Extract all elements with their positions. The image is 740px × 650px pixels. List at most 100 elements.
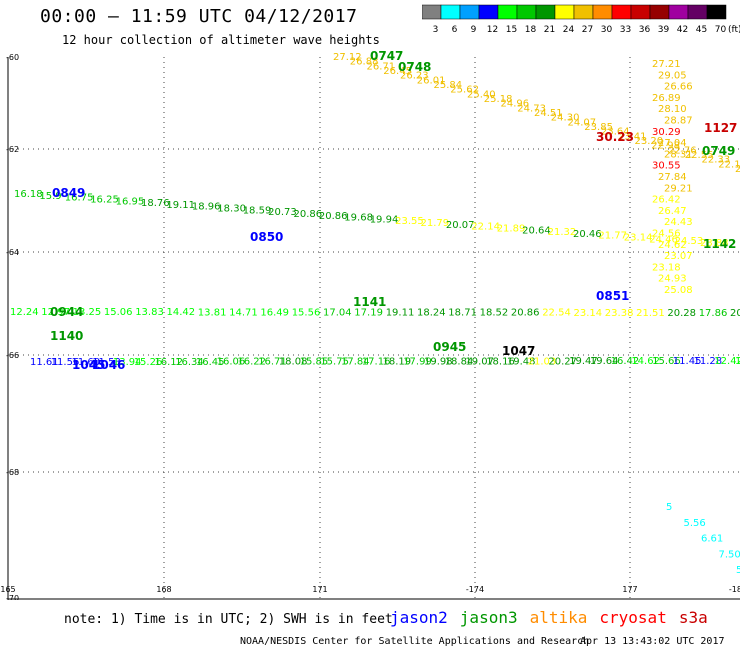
wave-height-value: 19.11 [166,200,195,211]
wave-height-value: 25.62 [450,85,479,96]
wave-height-value: 19.48 [507,356,536,367]
altimeter-tracks: 27.1226.8826.7126.4526.2326.0125.8425.62… [10,49,740,576]
wave-height-value: 22.55 [685,150,714,161]
wave-height-value: 16.18 [14,189,43,200]
wave-height-value: 20.28 [667,308,696,319]
wave-height-value: 28.10 [658,104,687,115]
wave-height-value: 18.96 [192,202,221,213]
wave-height-value: 14.71 [229,307,258,318]
pass-time-label: 1045 [72,358,105,372]
wave-height-value: 22.98 [651,141,680,152]
longitude-label: 177 [622,585,637,594]
pass-time-label: 0748 [398,60,431,74]
wave-height-value: 21.89 [735,164,740,175]
wave-height-value: 24.43 [664,217,693,228]
wave-height-value: 18.76 [141,198,170,209]
legend-label: 9 [471,25,477,35]
wave-height-value: 16.45 [196,357,225,368]
wave-height-value: 18.71 [448,308,477,319]
wave-height-value: 23.64 [601,127,630,138]
wave-height-value: 11.28 [694,356,723,367]
legend-label: 24 [563,25,575,35]
wave-height-value: 18.16 [486,356,515,367]
wave-height-value: 23.55 [395,216,424,227]
wave-height-value: 5 [666,502,672,513]
wave-height-value: 26.01 [417,75,446,86]
pass-time-label: 1140 [50,329,83,343]
wave-height-value: 20.64 [522,225,551,236]
wave-height-value: 15.9 [39,191,61,202]
wave-height-value: 23.85 [584,122,613,133]
wave-height-value: 24.56 [652,229,681,240]
wave-height-value: 30.55 [652,161,681,172]
wave-height-value: 14.42 [167,307,196,318]
wave-height-value: 25.08 [664,285,693,296]
legend-unit: (ft) [728,25,740,35]
legend-label: 27 [582,25,593,35]
wave-height-value: 17.86 [699,308,728,319]
wave-height-value: 17.16 [362,357,391,368]
wave-height-value: 19.68 [344,213,373,224]
latitude-label: -64 [6,248,19,257]
wave-height-value: 24.46 [649,234,678,245]
pass-time-label: 0944 [50,305,83,319]
wave-height-value: 12.28 [735,356,740,367]
wave-height-value: 26.23 [400,71,429,82]
legend-label: 70 [715,25,727,35]
longitude-label: 168 [156,585,171,594]
wave-height-value: 15.06 [104,307,133,318]
wave-height-value: 15.56 [292,307,321,318]
wave-height-value: 22.10 [718,159,740,170]
wave-height-value: 22.76 [668,145,697,156]
wave-height-value: 25.18 [484,94,513,105]
legend-label: 45 [696,25,707,35]
wave-height-value: 26.88 [350,57,379,68]
wave-height-value: 19.11 [386,308,415,319]
wave-height-value: 15.75 [320,357,349,368]
pass-time-label: 0945 [433,340,466,354]
wave-height-value: 28.87 [664,116,693,127]
mission-altika: altika [529,608,588,627]
wave-height-value: 18.52 [480,308,509,319]
wave-height-value: 23.38 [605,308,634,319]
wave-height-value: 15.85 [300,357,329,368]
wave-height-value: 26.71 [367,61,396,72]
wave-height-value: 13.94 [113,357,142,368]
longitude-label: -174 [466,585,484,594]
latitude-label: -66 [6,351,19,360]
mission-s3a: s3a [678,608,708,627]
wave-height-value: 25.84 [434,80,463,91]
map-grid [7,57,740,600]
latitude-label: -70 [6,594,19,600]
legend-swatch [706,4,727,20]
wave-height-value: 6.61 [701,534,723,545]
wave-height-value: 18.24 [417,308,446,319]
wave-height-value: 19.47 [569,356,598,367]
pass-time-label: 0849 [52,186,85,200]
wave-height-value: 12.24 [10,307,39,318]
legend-label: 18 [525,25,537,35]
wave-height-value: 14.62 [631,356,660,367]
footer-credit: NOAA/NESDIS Center for Satellite Applica… [240,636,590,647]
legend-label: 12 [487,25,498,35]
wave-height-value: 20.73 [268,207,297,218]
wave-height-value: 25.40 [467,89,496,100]
legend-label: 39 [658,25,670,35]
latitude-label: -60 [6,53,19,62]
wave-height-value: 27.12 [333,52,362,63]
wave-height-value: 15.26 [134,357,163,368]
pass-time-label: 0851 [596,289,629,303]
wave-height-value: 27.84 [658,172,687,183]
wave-height-value: 16.71 [258,357,287,368]
wave-height-value: 19.07 [465,356,494,367]
wave-height-value: 29.05 [658,70,687,81]
wave-height-value: 30.29 [652,127,681,138]
wave-height-value: 18.59 [243,205,272,216]
wave-height-value: 24.51 [534,108,563,119]
wave-height-value: 18.84 [445,356,474,367]
wave-height-value: 18.30 [217,204,246,215]
wave-height-value: 22.33 [702,155,731,166]
wave-height-value: 23.07 [664,251,693,262]
